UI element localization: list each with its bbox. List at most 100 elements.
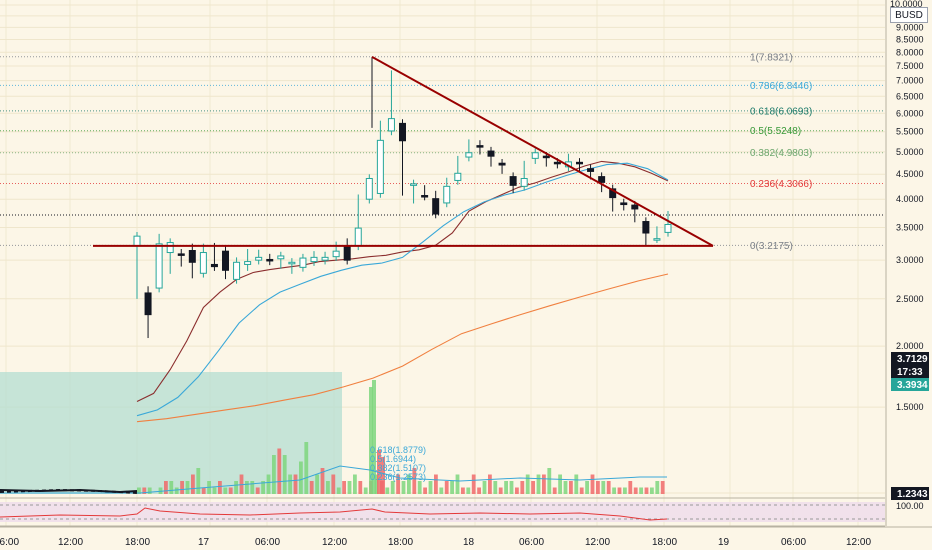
volume-bar	[374, 474, 379, 494]
volume-bar	[623, 487, 627, 494]
volume-bar	[245, 481, 249, 494]
volume-bar	[536, 474, 541, 494]
volume-ma-line	[0, 465, 667, 494]
volume-spike	[372, 380, 376, 494]
y-tick-label: 4.0000	[896, 194, 924, 204]
volume-bar	[450, 481, 454, 494]
candle-body	[642, 221, 650, 234]
volume-bar	[137, 487, 141, 494]
x-tick-label: 12:00	[58, 537, 83, 548]
candle-body	[133, 235, 141, 247]
volume-bar	[385, 487, 390, 494]
volume-bar	[401, 481, 406, 494]
y-tick-label: 7.5000	[896, 61, 924, 71]
candle-body	[387, 118, 395, 132]
price-label-countdown-bg	[891, 365, 929, 378]
candle-body	[498, 162, 506, 166]
candle-body	[244, 261, 252, 265]
price-label-ma: 3.3934	[897, 380, 928, 391]
x-tick-label: 06:00	[519, 537, 544, 548]
candle-body	[277, 255, 285, 260]
price-label-current: 3.7129	[897, 354, 928, 365]
volume-bar	[158, 487, 163, 494]
candle-body	[520, 178, 528, 187]
volume-bar	[353, 474, 357, 494]
candle-body	[598, 176, 606, 183]
y-tick-label: 1.5000	[896, 402, 924, 412]
volume-bar	[520, 481, 525, 494]
volume-bar	[547, 468, 552, 494]
volume-bar	[466, 487, 471, 494]
volume-bar	[552, 487, 557, 494]
candle-body	[531, 152, 539, 159]
volume-bar	[304, 442, 309, 494]
volume-bar	[201, 487, 206, 494]
price-label-current-bg	[891, 352, 929, 365]
candle-body	[465, 152, 473, 158]
volume-bar	[266, 474, 271, 494]
volume-bar	[293, 474, 298, 494]
volume-bar	[358, 481, 363, 494]
volume-bar	[390, 481, 395, 494]
volume-bar	[504, 481, 508, 494]
y-tick-label: 2.0000	[896, 341, 924, 351]
volume-bar	[628, 481, 633, 494]
ma-long-line	[136, 273, 669, 423]
candle-body	[664, 223, 672, 233]
candle-body	[266, 258, 274, 262]
candle-body	[399, 122, 406, 142]
volume-bar	[218, 481, 222, 494]
x-tick-label: 18:00	[125, 537, 150, 548]
price-label-volume-bg	[891, 487, 929, 500]
volume-bar	[174, 487, 179, 494]
candle-body	[410, 183, 418, 186]
volume-bar	[336, 487, 341, 494]
volume-bar	[169, 481, 174, 494]
volume-bar	[185, 481, 190, 494]
volume-bar	[498, 487, 503, 494]
candle-body	[509, 176, 517, 186]
volume-bar	[180, 481, 184, 494]
candle-body	[199, 252, 207, 274]
x-tick-label: 06:00	[255, 537, 280, 548]
volume-bar	[563, 481, 568, 494]
candle-body	[210, 263, 218, 268]
candle-body	[332, 250, 340, 258]
y-tick-label: 9.0000	[896, 22, 924, 32]
volume-bar	[331, 474, 336, 494]
candle-body	[222, 250, 229, 271]
candle-body	[177, 253, 185, 256]
candle-body	[343, 245, 351, 261]
volume-bar	[650, 487, 654, 494]
currency-badge[interactable]: BUSD	[890, 7, 928, 23]
volume-bar	[585, 481, 589, 494]
fib-level-label: 0.236(4.3066)	[750, 179, 812, 190]
y-tick-label: 5.5000	[896, 127, 924, 137]
volume-bar	[288, 474, 292, 494]
fib-level-label: 0.618(6.0693)	[750, 106, 812, 117]
volume-bar	[542, 474, 546, 494]
rsi-band	[0, 502, 885, 522]
volume-fib-label: 0.5(1.6944)	[370, 454, 416, 464]
fib-level-label: 0.786(6.8446)	[750, 81, 812, 92]
volume-bar	[461, 487, 465, 494]
volume-bar	[601, 481, 606, 494]
candle-body	[155, 243, 163, 289]
volume-bar	[509, 481, 514, 494]
volume-bar	[228, 487, 233, 494]
volume-bar	[493, 481, 498, 494]
candle-body	[288, 261, 296, 265]
descending-trendline	[371, 55, 714, 247]
volume-bar	[412, 468, 417, 494]
volume-bar	[309, 481, 314, 494]
volume-bar	[142, 487, 147, 494]
candle-body	[609, 188, 617, 199]
price-axis-bg	[886, 0, 932, 550]
volume-bar	[525, 474, 530, 494]
candle-body	[144, 292, 152, 316]
candle-body	[365, 178, 373, 200]
volume-bar	[434, 474, 438, 494]
fib-level-label: 1(7.8321)	[750, 52, 793, 63]
y-tick-label: 5.0000	[896, 147, 924, 157]
